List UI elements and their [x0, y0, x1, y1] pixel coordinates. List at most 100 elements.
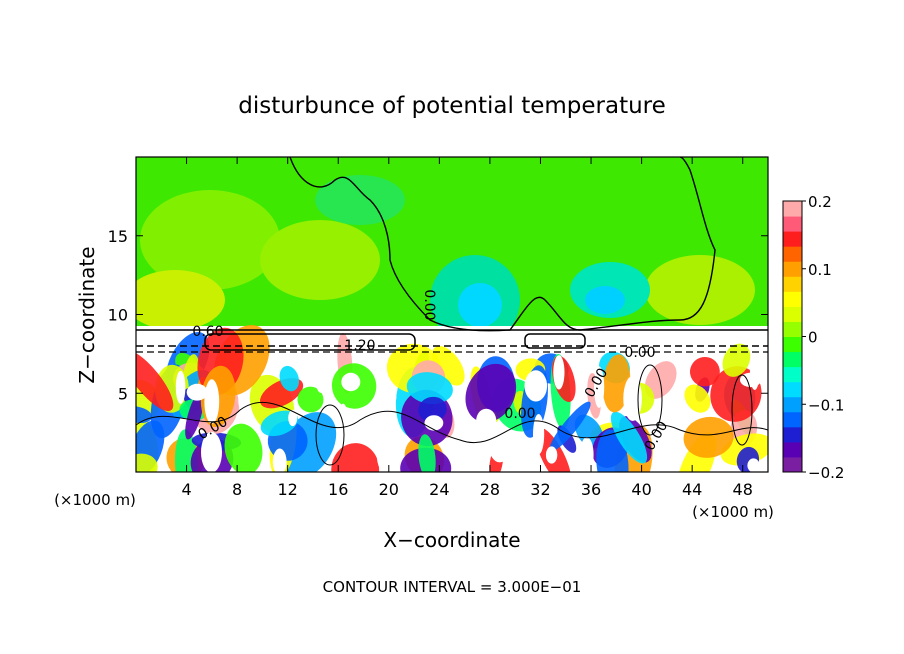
turbulence-blob	[418, 396, 447, 422]
contour-interval-footer: CONTOUR INTERVAL = 3.000E−01	[323, 578, 582, 596]
x-unit-right: (×1000 m)	[692, 503, 774, 521]
upper-patch	[136, 270, 225, 330]
colorbar-swatch	[783, 381, 802, 398]
contour-label: 0.00	[504, 406, 535, 422]
plot-area	[136, 157, 768, 472]
turbulence-blob	[545, 446, 558, 464]
turbulence-blob	[488, 424, 512, 463]
lower-contour	[637, 364, 663, 436]
upper-patch	[140, 190, 280, 290]
turbulence-blob	[341, 372, 361, 392]
colorbar-swatch	[783, 351, 802, 368]
turbulence-blob	[524, 370, 548, 402]
x-tick-label: 44	[682, 480, 702, 499]
x-tick-label: 24	[429, 480, 449, 499]
zero-contour	[289, 157, 716, 332]
turbulence-blob	[659, 447, 675, 472]
turbulence-blob	[747, 458, 760, 472]
turbulence-blob	[316, 374, 327, 393]
x-tick-label: 12	[278, 480, 298, 499]
x-tick-label: 28	[480, 480, 500, 499]
colorbar: 0.2 0.1 0 −0.1 −0.2	[782, 193, 844, 482]
turbulence-blob	[553, 355, 565, 390]
turbulence-blob	[186, 383, 208, 401]
colorbar-swatch	[783, 411, 802, 428]
turbulence-blob	[549, 401, 591, 452]
turbulence-blob	[185, 391, 204, 440]
turbulence-blob	[204, 379, 220, 424]
colorbar-swatch	[783, 441, 802, 458]
turbulence-blob	[418, 434, 436, 472]
turbulence-blob	[272, 448, 287, 472]
turbulence-blob	[297, 386, 324, 413]
y-axis-label: Z−coordinate	[75, 246, 99, 383]
contour-label: 0.60	[192, 324, 223, 340]
colorbar-tick-label: 0	[808, 329, 818, 347]
upper-patch	[645, 255, 755, 325]
lower-contour	[315, 404, 345, 466]
contour-label: 0.00	[421, 289, 437, 320]
y-tick-label: 5	[118, 384, 128, 403]
colorbar-swatch	[783, 246, 802, 262]
contour-1-20	[204, 333, 416, 351]
colorbar-swatch	[783, 261, 802, 277]
turbulence-blob	[279, 365, 300, 392]
turbulence-blob	[690, 356, 720, 387]
x-tick-label: 4	[181, 480, 191, 499]
turbulence-blob	[174, 429, 198, 472]
contour-label: 0.00	[624, 345, 655, 361]
x-tick-label: 36	[581, 480, 601, 499]
x-tick-label: 40	[631, 480, 651, 499]
turbulence-blob	[533, 414, 545, 455]
upper-patch	[315, 175, 405, 225]
x-tick-label: 48	[733, 480, 753, 499]
colorbar-swatch	[783, 276, 802, 292]
turbulence-blob	[594, 366, 605, 408]
turbulence-blob	[424, 415, 444, 431]
colorbar-swatch	[783, 336, 802, 353]
turbulence-blob	[136, 349, 174, 412]
x-tick-label: 32	[530, 480, 550, 499]
turbulence-blob	[136, 453, 158, 472]
colorbar-swatch	[783, 396, 802, 413]
colorbar-swatch	[783, 426, 802, 443]
turbulence-blob	[288, 409, 298, 427]
upper-patch	[260, 220, 380, 300]
turbulence-blob	[596, 429, 629, 472]
lower-contour	[731, 374, 753, 446]
x-tick-label: 16	[328, 480, 348, 499]
colorbar-swatch	[783, 321, 802, 337]
x-axis: 4 8 12 16 20 24 28 32 36 40 44 48	[181, 157, 753, 499]
turbulence-blob	[224, 423, 263, 472]
colorbar-swatch	[783, 201, 802, 217]
x-unit-left: (×1000 m)	[54, 491, 136, 509]
turbulence-blob	[331, 443, 380, 472]
y-tick-label: 15	[108, 227, 128, 246]
turbulence-blob	[465, 363, 517, 423]
chart-title: disturbunce of potential temperature	[238, 93, 666, 119]
colorbar-tick-label: 0.1	[808, 261, 832, 279]
colorbar-swatch	[783, 291, 802, 307]
turbulence-blob	[580, 437, 594, 472]
x-axis-label: X−coordinate	[383, 528, 520, 552]
turbulence-blob	[610, 411, 648, 464]
turbulence-blob	[684, 384, 711, 413]
turbulence-blob	[644, 361, 677, 399]
colorbar-swatch	[783, 231, 802, 247]
turbulence-blob	[623, 376, 642, 421]
colorbar-swatch	[783, 456, 802, 473]
y-axis: 5 10 15	[108, 227, 768, 403]
turbulence-blob	[431, 346, 465, 386]
turbulence-blob	[376, 436, 397, 472]
colorbar-tick-label: −0.2	[808, 464, 844, 482]
contour-label: 1.20	[344, 338, 375, 354]
turbulence-blob	[201, 431, 222, 472]
colorbar-swatch	[783, 306, 802, 322]
turbulence-blob	[683, 416, 734, 458]
lower-contour	[136, 402, 768, 444]
turbulence-blob	[338, 403, 348, 438]
x-tick-label: 8	[232, 480, 242, 499]
turbulence-blob	[476, 408, 497, 434]
turbulence-blob	[406, 372, 453, 405]
turbulence-blob	[175, 370, 186, 404]
